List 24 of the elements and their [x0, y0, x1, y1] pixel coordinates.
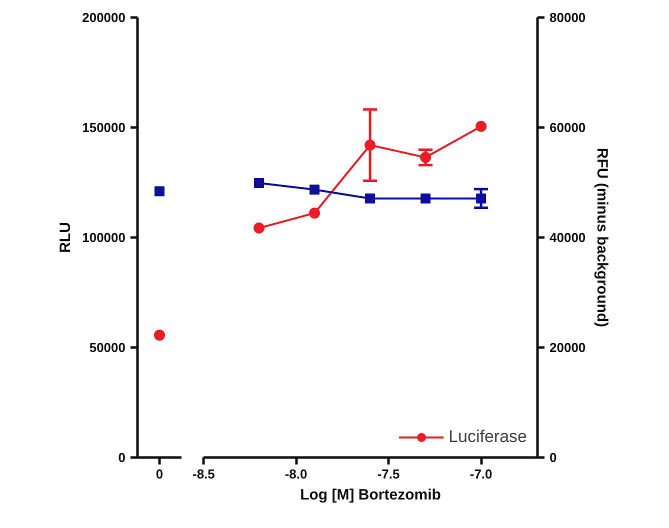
point [476, 120, 487, 132]
x-tick-label: -7.5 [377, 466, 400, 482]
point [364, 140, 376, 151]
y2-tick-label: 80000 [550, 10, 586, 25]
x-axis-title: Log [M] Bortezomib [300, 486, 441, 504]
x-tick-label: -8.5 [192, 466, 215, 482]
y2-axis-title: RFU (minus background) [594, 148, 611, 328]
point [420, 152, 432, 163]
y-tick-label: 150000 [82, 120, 126, 135]
y-axis-title: RLU [57, 222, 74, 253]
y-tick-label: 100000 [82, 230, 126, 245]
y-tick-label: 200000 [82, 10, 126, 25]
y2-tick-label: 20000 [550, 340, 586, 355]
y2-tick-label: 60000 [550, 120, 586, 135]
y2-tick-label: 0 [550, 450, 557, 465]
point [309, 208, 320, 219]
y2-tick-label: 40000 [550, 230, 586, 245]
x-tick-label: -8.0 [284, 466, 308, 482]
point [254, 222, 265, 234]
y-tick-label: 50000 [89, 340, 126, 355]
legend-label: Luciferase [448, 427, 527, 447]
y-tick-label: 0 [118, 450, 126, 465]
x-tick-label: -7.0 [470, 466, 492, 482]
x-tick-label: 0 [156, 466, 164, 482]
